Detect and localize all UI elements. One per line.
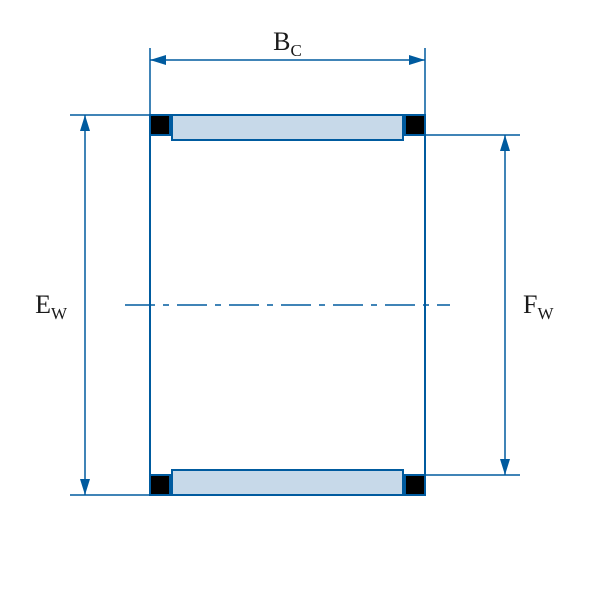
cage-section-block	[405, 475, 425, 495]
dim-ew-label: EW	[35, 290, 68, 323]
dim-bc-label: BC	[273, 27, 302, 60]
cage-section-block	[150, 475, 170, 495]
roller-top	[172, 115, 403, 140]
dim-fw-label: FW	[523, 290, 554, 323]
cage-section-block	[150, 115, 170, 135]
cage-section-block	[405, 115, 425, 135]
roller-bottom	[172, 470, 403, 495]
